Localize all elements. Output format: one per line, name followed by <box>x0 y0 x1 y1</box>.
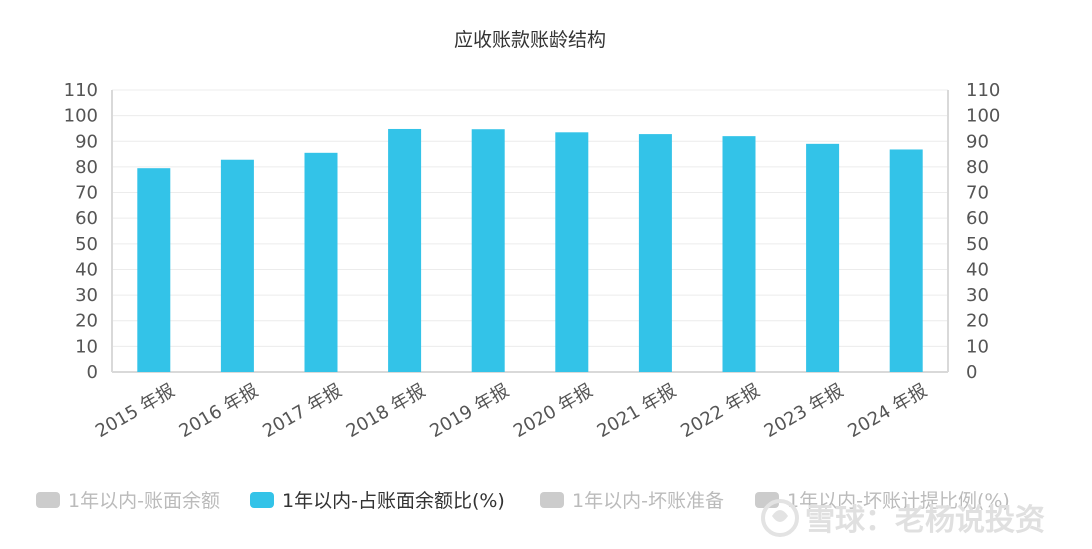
y-tick-right-label: 0 <box>966 362 977 383</box>
y-tick-left-label: 30 <box>75 285 98 306</box>
x-tick-label: 2020 年报 <box>510 380 596 442</box>
snowball-logo-icon <box>761 499 799 537</box>
y-tick-right-label: 30 <box>966 285 989 306</box>
y-tick-right-label: 100 <box>966 106 1000 127</box>
bar <box>806 143 840 372</box>
bar <box>220 159 254 372</box>
y-tick-left-label: 20 <box>75 311 98 332</box>
x-tick-label: 2021 年报 <box>594 380 680 442</box>
legend-label: 1年以内-账面余额 <box>68 490 220 512</box>
x-tick-label: 2015 年报 <box>92 380 178 442</box>
y-tick-right-label: 50 <box>966 234 989 255</box>
x-tick-label: 2024 年报 <box>844 380 930 442</box>
y-tick-left-label: 50 <box>75 234 98 255</box>
legend-label: 1年以内-坏账准备 <box>572 490 724 512</box>
legend-item: 1年以内-坏账准备 <box>540 490 724 512</box>
legend-item: 1年以内-账面余额 <box>36 490 220 512</box>
y-tick-right-label: 40 <box>966 259 989 280</box>
x-tick-label: 2023 年报 <box>761 380 847 442</box>
y-tick-right-label: 90 <box>966 131 989 152</box>
bar <box>722 136 756 372</box>
y-tick-left-label: 70 <box>75 183 98 204</box>
bar <box>471 129 505 372</box>
x-tick-label: 2017 年报 <box>259 380 345 442</box>
bar <box>304 152 338 372</box>
bar <box>388 128 422 372</box>
y-tick-right-label: 20 <box>966 311 989 332</box>
y-tick-left-label: 80 <box>75 157 98 178</box>
y-axis-left-ticks: 0 10 20 30 40 50 60 70 80 90 100 110 <box>64 80 98 383</box>
x-tick-label: 2018 年报 <box>343 380 429 442</box>
y-tick-right-label: 70 <box>966 183 989 204</box>
legend-label: 1年以内-坏账计提比例(%) <box>787 490 1010 512</box>
legend-swatch <box>540 492 564 508</box>
y-tick-left-label: 10 <box>75 336 98 357</box>
bar <box>638 134 672 372</box>
y-tick-left-label: 110 <box>64 80 98 101</box>
x-tick-label: 2019 年报 <box>426 380 512 442</box>
y-tick-left-label: 0 <box>87 362 98 383</box>
legend-item: 1年以内-坏账计提比例(%) <box>755 490 1010 512</box>
y-tick-right-label: 80 <box>966 157 989 178</box>
legend-label: 1年以内-占账面余额比(%) <box>282 490 505 512</box>
x-tick-label: 2022 年报 <box>677 380 763 442</box>
legend: 1年以内-账面余额 1年以内-占账面余额比(%) 1年以内-坏账准备 1年以内-坏账计… <box>36 490 1010 512</box>
y-tick-left-label: 60 <box>75 208 98 229</box>
bar <box>889 149 923 372</box>
y-tick-right-label: 110 <box>966 80 1000 101</box>
legend-item: 1年以内-占账面余额比(%) <box>250 490 505 512</box>
y-tick-right-label: 10 <box>966 336 989 357</box>
legend-swatch <box>250 492 274 508</box>
x-tick-label: 2016 年报 <box>176 380 262 442</box>
bar <box>137 168 171 372</box>
watermark: 雪球：老杨说投资 <box>761 499 1045 538</box>
chart-title: 应收账款账龄结构 <box>454 29 606 51</box>
y-axis-right-ticks: 0 10 20 30 40 50 60 70 80 90 100 110 <box>966 80 1000 383</box>
y-tick-left-label: 40 <box>75 259 98 280</box>
y-tick-left-label: 90 <box>75 131 98 152</box>
y-tick-left-label: 100 <box>64 106 98 127</box>
watermark-text: 雪球：老杨说投资 <box>805 503 1045 538</box>
bar <box>555 132 589 372</box>
y-tick-right-label: 60 <box>966 208 989 229</box>
bars <box>137 128 923 372</box>
legend-swatch <box>36 492 60 508</box>
